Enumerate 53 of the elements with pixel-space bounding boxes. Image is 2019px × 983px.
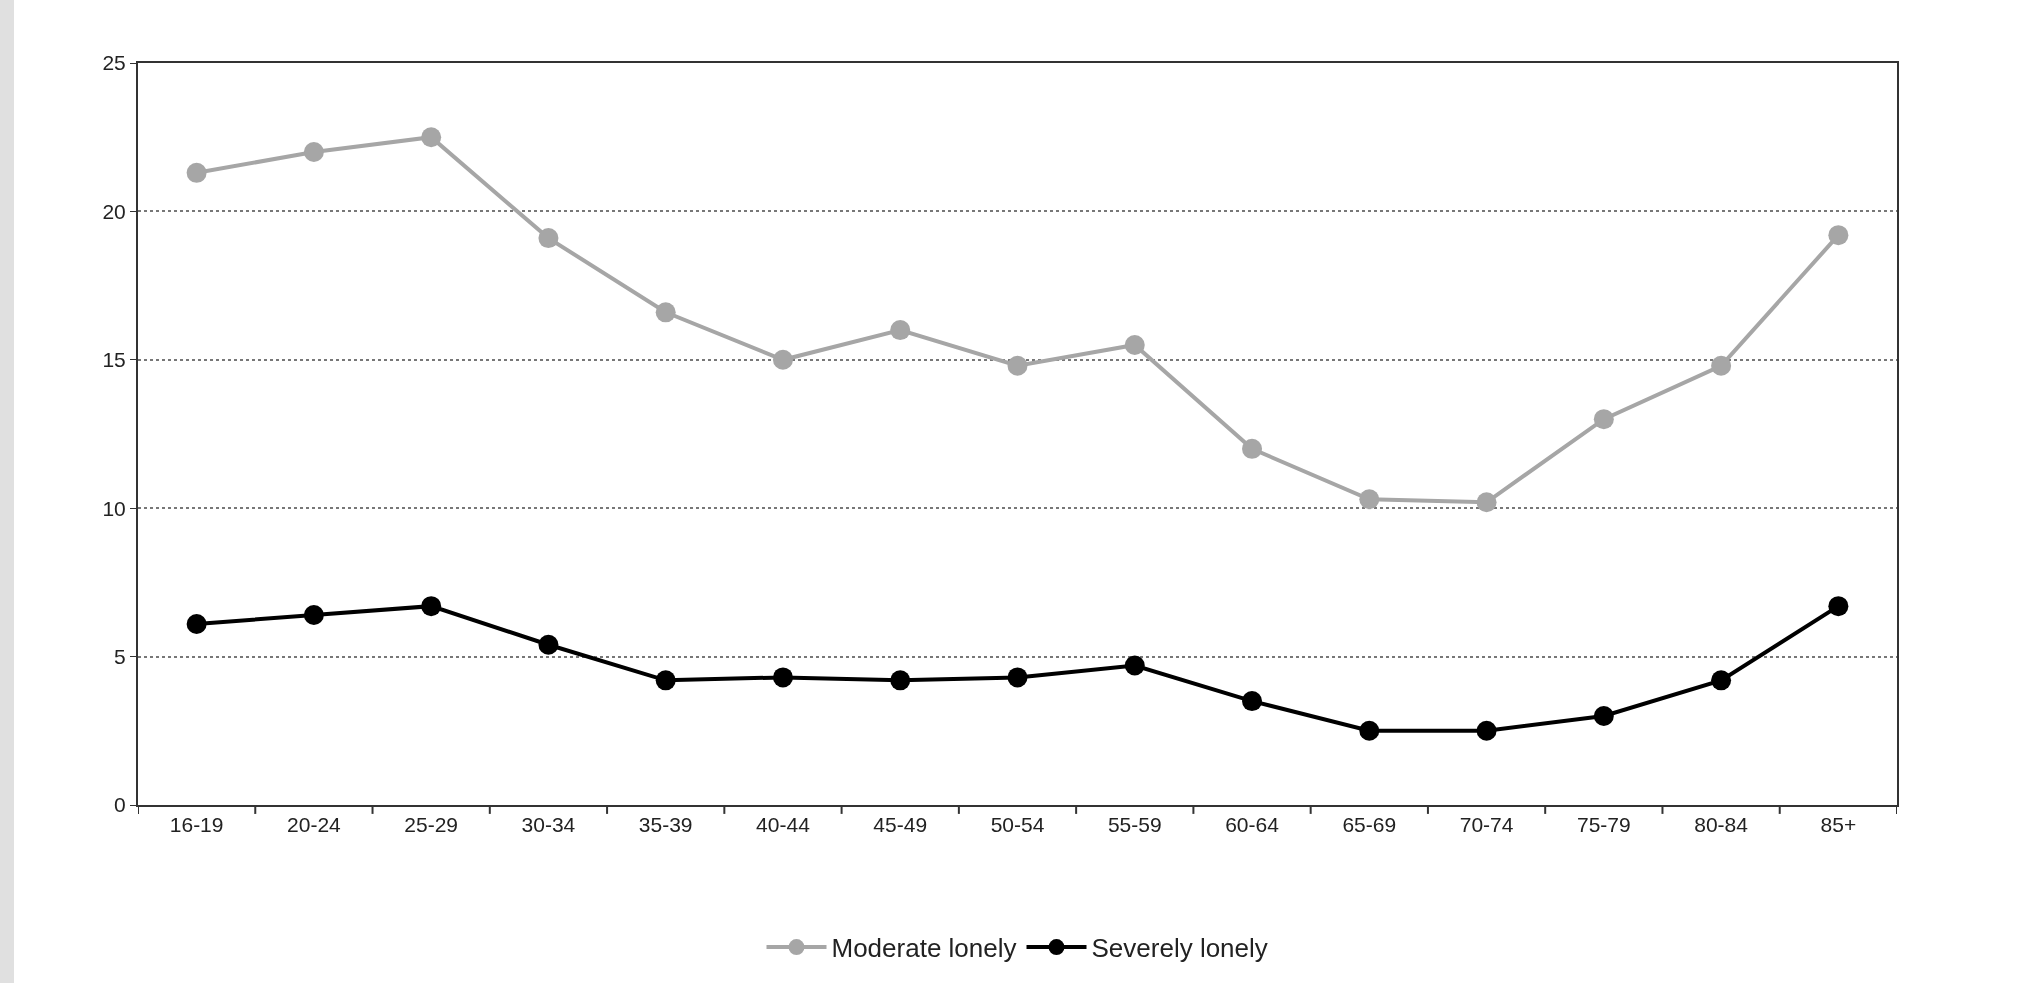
point <box>1007 667 1028 688</box>
y-tick-label: 10 <box>102 496 126 520</box>
legend-label: Moderate lonely <box>831 933 1017 964</box>
legend-label: Severely lonely <box>1091 933 1268 964</box>
point <box>538 634 559 655</box>
point <box>1476 720 1497 741</box>
y-tick-label: 25 <box>102 51 126 75</box>
point <box>772 349 793 370</box>
y-tick-label: 0 <box>114 793 126 817</box>
point <box>1124 655 1145 676</box>
point <box>1359 720 1380 741</box>
point <box>1711 670 1732 691</box>
x-tick-label: 16-19 <box>169 813 224 837</box>
point <box>186 162 207 183</box>
point <box>890 320 911 341</box>
point <box>1359 489 1380 510</box>
x-tick-label: 70-74 <box>1459 813 1514 837</box>
point <box>772 667 793 688</box>
point <box>1476 492 1497 513</box>
y-tick-label: 5 <box>114 644 126 668</box>
point <box>421 596 442 617</box>
point <box>186 613 207 634</box>
point <box>1242 691 1263 712</box>
x-tick-label: 85+ <box>1820 813 1857 837</box>
x-tick-label: 45-49 <box>873 813 928 837</box>
x-tick-label: 30-34 <box>521 813 576 837</box>
point <box>1124 334 1145 355</box>
point <box>303 142 324 163</box>
point <box>1711 355 1732 376</box>
x-tick-label: 40-44 <box>756 813 811 837</box>
x-tick-label: 80-84 <box>1694 813 1749 837</box>
point <box>1828 596 1849 617</box>
point <box>655 670 676 691</box>
x-tick-label: 20-24 <box>287 813 342 837</box>
point <box>890 670 911 691</box>
x-tick-label: 55-59 <box>1107 813 1162 837</box>
x-tick-label: 60-64 <box>1225 813 1280 837</box>
x-tick-label: 50-54 <box>990 813 1045 837</box>
x-tick-label: 35-39 <box>638 813 693 837</box>
x-tick-label: 75-79 <box>1576 813 1631 837</box>
point <box>303 605 324 626</box>
point <box>1828 225 1849 246</box>
point <box>655 302 676 323</box>
x-tick-label: 25-29 <box>404 813 459 837</box>
y-tick-label: 20 <box>102 199 126 223</box>
y-tick-label: 15 <box>102 348 126 372</box>
x-tick-label: 65-69 <box>1342 813 1397 837</box>
point <box>1242 438 1263 459</box>
point <box>1007 355 1028 376</box>
point <box>1593 409 1614 430</box>
point <box>1593 705 1614 726</box>
point <box>421 127 442 148</box>
point <box>538 228 559 249</box>
